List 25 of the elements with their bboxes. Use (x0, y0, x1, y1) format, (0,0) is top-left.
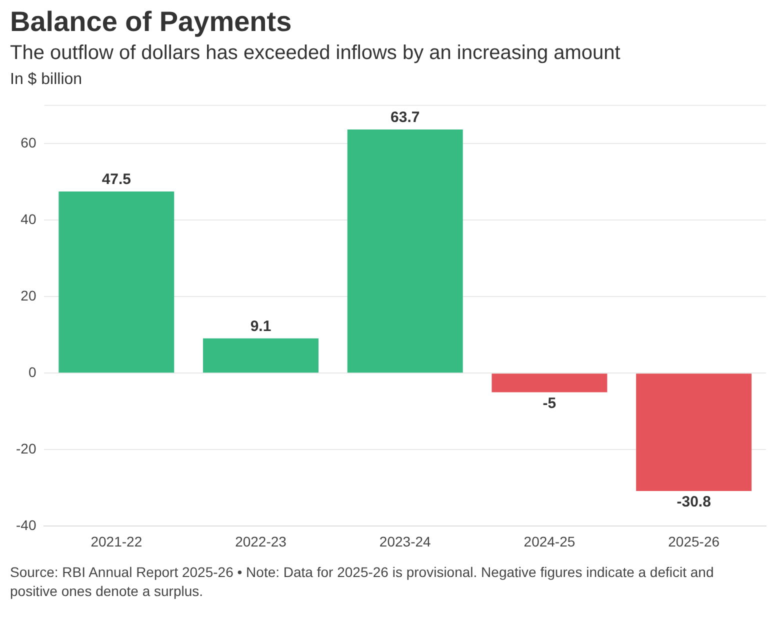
y-tick-label: -20 (16, 440, 36, 457)
data-label: 9.1 (250, 318, 272, 336)
x-tick-label: 2024-25 (524, 533, 576, 550)
chart-subtitle: The outflow of dollars has exceeded inflows by an increasing amount (10, 42, 622, 65)
data-label: 63.7 (390, 109, 420, 126)
y-axis-title: In $ billion (10, 71, 84, 89)
bar (347, 130, 463, 373)
data-label: -30.8 (676, 494, 711, 511)
chart-title: Balance of Payments (10, 6, 293, 38)
source-note: Source: RBI Annual Report 2025-26 • Note: Data for 2025-26 is provisional. Negative figures indicate a deficit and positive ones denote a surplus. (10, 563, 715, 601)
x-tick-label: 2023-24 (379, 533, 432, 550)
data-label: 47.5 (102, 171, 132, 188)
bar (203, 338, 319, 373)
y-tick-label: 0 (28, 364, 36, 380)
y-tick-label: 60 (20, 134, 36, 151)
y-tick-label: 40 (20, 211, 36, 228)
x-tick-label: 2022-23 (235, 533, 287, 550)
bar (636, 374, 752, 492)
bar (492, 374, 608, 392)
x-tick-label: 2025-26 (668, 533, 720, 550)
bar (58, 191, 174, 373)
y-tick-label: -40 (16, 517, 36, 534)
data-label: -5 (542, 394, 556, 412)
y-tick-label: 20 (20, 288, 36, 304)
x-tick-label: 2021-22 (90, 533, 142, 550)
